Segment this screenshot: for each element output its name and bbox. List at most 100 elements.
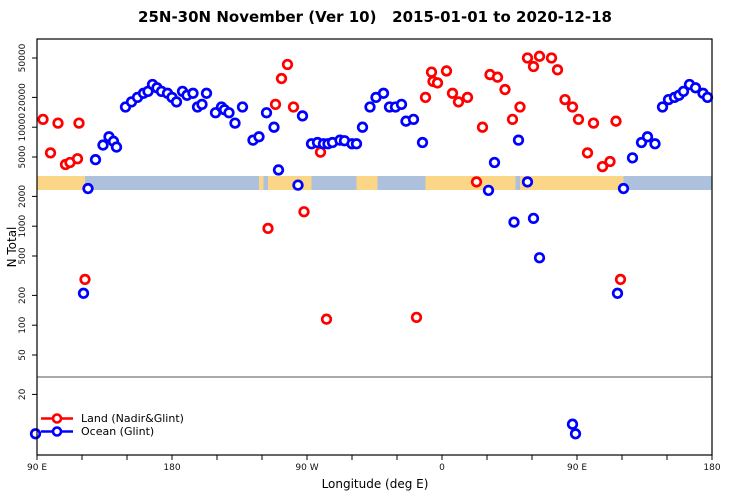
data-point-ocean — [77, 287, 90, 299]
data-point-ocean — [677, 85, 690, 98]
data-point-ocean — [196, 98, 208, 111]
data-point-land — [527, 60, 540, 73]
data-point-ocean — [364, 101, 376, 113]
data-point-land — [491, 71, 504, 83]
surface-band-segment-ocean — [515, 176, 520, 190]
y-axis-tick-label: 20000 — [18, 83, 28, 112]
data-point-land — [461, 91, 474, 104]
data-point-ocean — [416, 136, 429, 149]
data-point-ocean — [253, 131, 265, 143]
data-point-land — [514, 101, 526, 113]
x-axis-tick-label: 0 — [439, 463, 445, 473]
y-axis-tick-label: 50 — [18, 349, 28, 361]
surface-band-segment-land — [356, 176, 378, 190]
data-point-land — [596, 160, 609, 173]
data-point-land — [320, 313, 333, 325]
data-point-ocean — [236, 101, 249, 113]
data-point-ocean — [533, 252, 546, 264]
x-axis-tick-label: 90 E — [567, 463, 587, 473]
legend-item-land: Land (Nadir&Glint) — [40, 412, 184, 425]
data-point-ocean — [689, 82, 702, 94]
y-axis-tick-label: 2000 — [18, 185, 28, 208]
data-point-ocean — [521, 176, 534, 188]
data-point-ocean — [649, 138, 661, 150]
data-point-land — [79, 273, 91, 286]
data-point-ocean — [272, 164, 285, 176]
data-point-land — [521, 52, 534, 64]
data-point-land — [281, 58, 294, 71]
data-point-land — [452, 96, 465, 108]
x-axis-tick-label: 90 W — [295, 463, 318, 473]
data-point-land — [431, 77, 444, 89]
data-point-ocean — [89, 154, 102, 166]
legend-label-ocean: Ocean (Glint) — [81, 425, 155, 438]
data-point-ocean — [292, 179, 304, 191]
data-point-ocean — [82, 182, 94, 195]
data-point-land — [566, 101, 579, 113]
data-point-land — [533, 50, 546, 62]
data-point-land — [572, 113, 585, 126]
data-point-ocean — [170, 96, 183, 108]
data-point-land — [71, 153, 84, 165]
data-point-land — [470, 176, 483, 188]
surface-band-segment-land — [520, 176, 624, 190]
y-axis-tick-label: 100 — [18, 316, 28, 333]
data-point-land — [425, 66, 438, 78]
legend-label-land: Land (Nadir&Glint) — [81, 412, 184, 425]
data-point-land — [275, 72, 288, 85]
data-point-land — [37, 113, 49, 126]
data-point-land — [499, 83, 511, 96]
x-axis-title: Longitude (deg E) — [321, 477, 429, 491]
data-point-ocean — [641, 131, 654, 143]
data-point-ocean — [566, 418, 579, 430]
y-axis-tick-label: 20 — [18, 388, 28, 400]
data-point-ocean — [395, 98, 408, 111]
data-point-land — [476, 121, 489, 133]
data-point-ocean — [512, 134, 525, 146]
data-point-land — [419, 91, 432, 104]
surface-band-segment-ocean — [85, 176, 259, 190]
ocean-series-marker-icon — [41, 426, 73, 437]
y-axis-tick-label: 5000 — [18, 145, 28, 168]
data-point-land — [587, 117, 600, 129]
y-axis-tick-label: 10000 — [18, 113, 28, 142]
data-point-ocean — [260, 107, 273, 119]
data-point-land — [610, 115, 622, 127]
data-point-ocean — [29, 428, 42, 440]
surface-band-segment-ocean — [311, 176, 357, 190]
surface-band-segment-ocean — [377, 176, 426, 190]
data-point-ocean — [527, 212, 540, 225]
x-axis-tick-label: 90 E — [27, 463, 47, 473]
data-point-ocean — [626, 152, 639, 164]
data-point-land — [287, 101, 300, 113]
x-axis-tick-label: 180 — [163, 463, 180, 473]
legend-item-ocean: Ocean (Glint) — [40, 425, 184, 438]
data-point-land — [269, 98, 282, 111]
data-point-ocean — [482, 184, 495, 197]
data-point-ocean — [701, 91, 714, 104]
surface-band-segment-land — [268, 176, 312, 190]
data-point-ocean — [110, 141, 123, 153]
x-axis-tick-label: 180 — [703, 463, 720, 473]
data-point-ocean — [407, 113, 420, 126]
data-point-ocean — [377, 87, 390, 99]
data-point-ocean — [569, 428, 582, 440]
data-point-ocean — [296, 110, 309, 122]
data-point-land — [545, 52, 558, 64]
y-axis-tick-label: 50000 — [18, 43, 28, 72]
data-point-land — [410, 311, 423, 324]
data-point-land — [446, 87, 459, 99]
y-axis-title: N Total — [5, 226, 19, 268]
data-point-land — [551, 64, 564, 76]
y-axis-tick-label: 500 — [18, 247, 28, 264]
data-point-land — [44, 147, 57, 159]
data-point-ocean — [356, 121, 369, 133]
data-point-ocean — [488, 156, 501, 169]
data-point-land — [614, 273, 627, 286]
data-point-ocean — [611, 287, 624, 299]
legend: Land (Nadir&Glint) Ocean (Glint) — [40, 412, 184, 438]
data-point-ocean — [617, 182, 630, 195]
data-point-land — [440, 65, 453, 77]
chart-title: 25N-30N November (Ver 10) 2015-01-01 to … — [138, 8, 612, 26]
